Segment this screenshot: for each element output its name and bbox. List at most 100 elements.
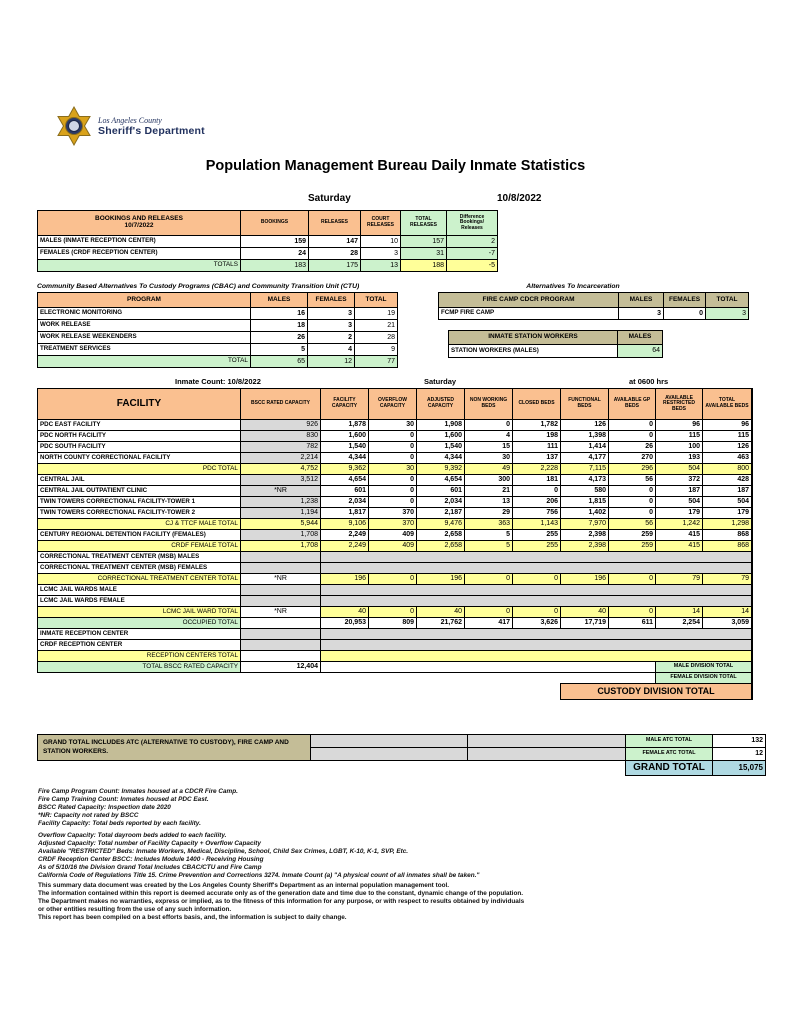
table-cell: ELECTRONIC MONITORING [37,307,251,320]
table-cell: 157 [400,235,447,248]
table-cell: 259 [608,529,656,541]
male-division-label: MALE DIVISION TOTAL [655,661,752,673]
table-cell: 9,476 [416,518,465,530]
table-cell [310,734,468,748]
table-cell: 0 [608,606,656,618]
table-cell: TOTAL BSCC RATED CAPACITY [37,661,241,673]
table-cell [310,747,468,761]
table-cell: 372 [655,474,703,486]
table-cell: 296 [608,463,656,475]
table-cell: 13 [751,562,753,574]
table-cell: 0 [368,573,417,585]
table-cell: 0 [512,485,561,497]
table-cell: 2,658 [416,540,465,552]
table-cell: 0 [608,485,656,497]
table-cell: INMATE RECEPTION CENTER [37,628,241,640]
table-cell: 0 [608,507,656,519]
table-cell: 417 [464,617,513,629]
disclaimer-block: This summary data document was created b… [38,882,524,922]
bookings-date: 10/7/2022 [124,222,154,229]
table-cell: TREATMENT SERVICES [37,343,251,356]
table-cell: 270 [608,452,656,464]
table-cell: 463 [702,452,752,464]
col-facility-capacity: FACILITY CAPACITY [320,388,369,420]
bookings-header-row: BOOKINGS AND RELEASES 10/7/2022 BOOKINGS… [37,210,498,236]
table-cell: 800 [702,463,752,475]
disclaimer-line: or other entities resulting from the use… [38,906,232,913]
col-functional-beds: FUNCTIONAL BEDS [560,388,609,420]
table-cell: 21 [464,485,513,497]
table-cell [240,628,321,640]
table-cell: FCMP FIRE CAMP [438,307,619,320]
table-cell: 255 [512,540,561,552]
table-cell: 4,654 [320,474,369,486]
table-cell: 40 [560,606,609,618]
fire-camp-table: FIRE CAMP CDCR PROGRAM MALES FEMALES TOT… [438,292,749,320]
table-cell: 79 [655,573,703,585]
table-cell: 1,708 [240,529,321,541]
facility-total-row: CJ & TTCF MALE TOTAL 5,944 9,106 370 9,476 36… [37,518,753,530]
table-cell: 2,398 [560,540,609,552]
facility-total-row: LCMC JAIL WARD TOTAL*NR4004000400141426 [37,606,753,618]
cbac-row: WORK RELEASE 18 3 21 [37,319,398,332]
table-cell: 1,782 [512,419,561,431]
table-cell: *NR [240,485,321,497]
table-cell: 126 [560,419,609,431]
table-cell: 2,658 [416,529,465,541]
female-division-value: 1,548 [751,672,753,684]
table-cell: 393 [751,485,753,497]
table-cell: 1,311 [751,496,753,508]
table-cell: 29 [464,507,513,519]
female-division-label: FEMALE DIVISION TOTAL [655,672,752,684]
table-cell: 196 [416,573,465,585]
table-cell: 198 [512,430,561,442]
table-cell: 5,944 [240,518,321,530]
table-cell: 1,414 [560,441,609,453]
table-cell: 15 [464,441,513,453]
col-occupied: OCCUPIED [751,388,753,420]
table-cell: 5 [464,529,513,541]
table-cell [240,639,321,651]
disclaimer-line: This summary data document was created b… [38,882,450,889]
element: FACILITY BSCC RATED CAPACITY FACILITY CA… [37,388,753,700]
table-cell: 370 [368,518,417,530]
table-cell: 0 [368,441,417,453]
table-cell: WORK RELEASE WEEKENDERS [37,331,251,344]
table-cell: 24 [240,247,309,260]
table-cell: 5 [464,540,513,552]
table-cell: 3 [307,307,355,320]
col-total: TOTAL [705,292,749,308]
table-cell: 104 [751,551,753,563]
table-cell: 26 [751,606,753,618]
table-cell: 0 [663,307,706,320]
table-cell: LCMC JAIL WARDS MALE [37,584,241,596]
footnote: BSCC Rated Capacity: Inspection date 202… [38,804,171,811]
table-cell [240,584,321,596]
table-cell: 2,398 [560,529,609,541]
table-cell: 0 [608,573,656,585]
table-cell: 18 [250,319,308,332]
footnote: Overflow Capacity: Total dayroom beds ad… [38,832,227,839]
table-cell [240,562,321,574]
table-cell: 21,762 [416,617,465,629]
table-cell: 1,908 [416,419,465,431]
facility-span-row: LCMC JAIL WARDS FEMALE 2 [37,595,753,607]
footnote: Available "RESTRICTED" Beds: Inmate Work… [38,848,409,855]
table-cell: 3 [307,319,355,332]
table-cell: 868 [702,529,752,541]
table-cell: 0 [368,485,417,497]
cbac-table: PROGRAM MALES FEMALES TOTAL ELECTRONIC M… [37,292,398,368]
inmate-count-day: Saturday [424,377,457,386]
col-non-working-beds: NON WORKING BEDS [464,388,513,420]
table-cell: 111 [512,441,561,453]
table-cell: 0 [368,496,417,508]
table-cell: 0 [464,419,513,431]
table-cell [320,551,752,563]
table-cell: TWIN TOWERS CORRECTIONAL FACILITY-TOWER … [37,507,241,519]
table-cell: 2,249 [320,529,369,541]
grand-total-note: GRAND TOTAL INCLUDES ATC (ALTERNATIVE TO… [37,734,311,761]
table-cell: 147 [308,235,361,248]
table-cell: 3 [751,639,753,651]
